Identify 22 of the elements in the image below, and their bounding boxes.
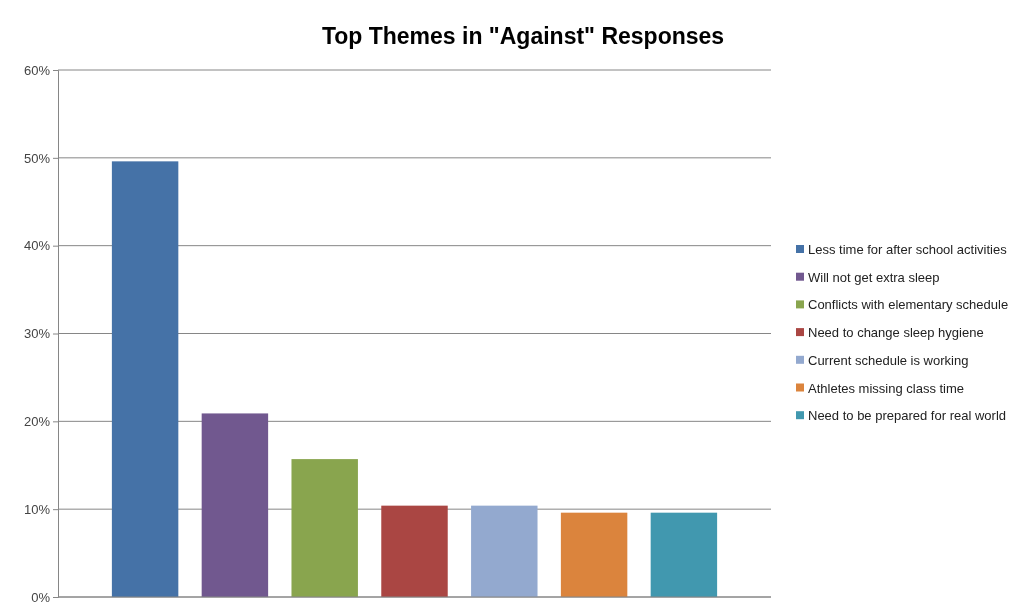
y-tick-label: 40%	[23, 238, 51, 254]
legend-label: Less time for after school activities	[808, 242, 1008, 257]
bar	[560, 512, 628, 597]
chart-title: Top Themes in "Against" Responses	[321, 23, 725, 49]
bar	[471, 505, 538, 597]
legend-label: Conflicts with elementary schedule	[808, 297, 1009, 313]
y-tick-label: 30%	[23, 326, 51, 342]
bar	[201, 413, 269, 597]
y-tick-label: 20%	[23, 413, 51, 429]
bar	[381, 505, 448, 597]
legend-label: Will not get extra sleep	[808, 269, 940, 285]
legend-label: Athletes missing class time	[808, 380, 965, 396]
y-tick-label: 10%	[23, 501, 51, 517]
bar	[291, 459, 358, 597]
legend-label: Current schedule is working	[808, 352, 969, 368]
bar	[650, 512, 718, 597]
y-tick-label: 60%	[23, 62, 51, 78]
legend-label: Need to change sleep hygiene	[808, 325, 984, 341]
bar	[111, 161, 179, 597]
y-tick-label: 0%	[31, 589, 51, 605]
y-tick-label: 50%	[23, 150, 51, 166]
legend-label: Need to be prepared for real world	[808, 408, 1007, 424]
